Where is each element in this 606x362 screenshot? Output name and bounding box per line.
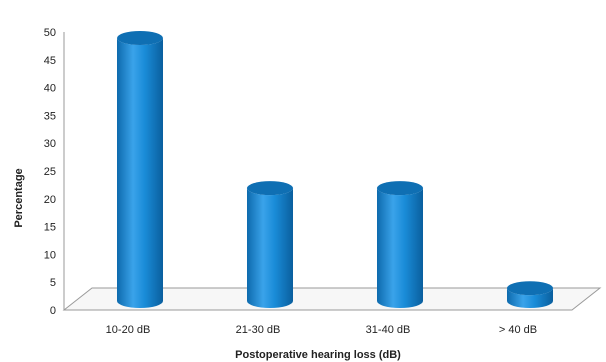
bar-top <box>117 31 163 45</box>
x-tick-label: 10-20 dB <box>106 324 151 336</box>
y-tick-label: 30 <box>44 138 56 150</box>
bars-group <box>117 31 553 308</box>
y-tick-label: 25 <box>44 166 56 178</box>
bar-top <box>247 181 293 196</box>
x-axis-ticks: 10-20 dB 21-30 dB 31-40 dB > 40 dB <box>106 324 537 336</box>
bar-top <box>507 281 553 296</box>
y-tick-label: 20 <box>44 194 56 206</box>
y-axis-ticks: 0 5 10 15 20 25 30 35 40 45 50 <box>44 27 56 317</box>
bar <box>117 31 163 308</box>
x-tick-label: 31-40 dB <box>366 324 411 336</box>
bar-body <box>377 188 423 308</box>
bar <box>377 181 423 308</box>
y-tick-label: 35 <box>44 110 56 122</box>
y-tick-label: 15 <box>44 222 56 234</box>
bar-body <box>507 288 553 308</box>
bar <box>507 281 553 308</box>
x-tick-label: 21-30 dB <box>236 324 281 336</box>
y-tick-label: 40 <box>44 83 56 95</box>
chart-floor <box>62 287 602 311</box>
y-tick-label: 10 <box>44 249 56 261</box>
x-tick-label: > 40 dB <box>499 324 537 336</box>
bar-top <box>377 181 423 196</box>
y-tick-label: 5 <box>50 277 56 289</box>
bar-body <box>247 188 293 308</box>
y-tick-label: 45 <box>44 55 56 67</box>
y-tick-label: 50 <box>44 27 56 39</box>
y-tick-label: 0 <box>50 305 56 317</box>
y-axis-title: Percentage <box>13 168 25 227</box>
bar <box>247 181 293 308</box>
bar-body <box>117 38 163 308</box>
x-axis-title: Postoperative hearing loss (dB) <box>235 349 401 361</box>
